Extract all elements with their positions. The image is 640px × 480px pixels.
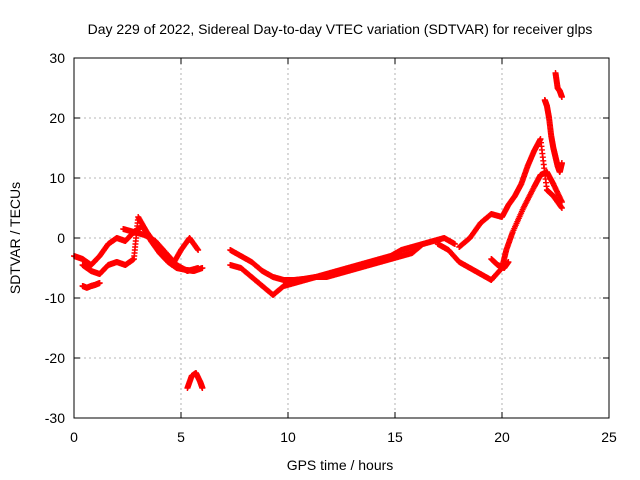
x-tick-label: 0 bbox=[70, 429, 78, 445]
y-tick-label: -10 bbox=[45, 290, 65, 306]
series-track-l bbox=[552, 70, 565, 100]
y-tick-label: -20 bbox=[45, 350, 65, 366]
series-track-d bbox=[120, 226, 202, 274]
x-tick-label: 15 bbox=[387, 429, 403, 445]
x-tick-label: 5 bbox=[177, 429, 185, 445]
plot-frame bbox=[73, 57, 610, 419]
chart-title: Day 229 of 2022, Sidereal Day-to-day VTE… bbox=[88, 21, 593, 37]
data-point bbox=[505, 259, 512, 265]
series-track-j bbox=[488, 256, 512, 271]
y-axis-label: SDTVAR / TECUs bbox=[7, 182, 23, 294]
series-track-i bbox=[456, 136, 565, 250]
grid-layer bbox=[74, 58, 609, 418]
series-track-g bbox=[227, 241, 426, 298]
data-point bbox=[96, 280, 103, 286]
data-point bbox=[558, 94, 565, 100]
series-track-e bbox=[184, 370, 206, 391]
y-tick-label: 10 bbox=[49, 170, 65, 186]
x-tick-label: 20 bbox=[494, 429, 510, 445]
data-point bbox=[195, 265, 202, 271]
x-tick-label: 25 bbox=[601, 429, 617, 445]
data-point bbox=[419, 241, 426, 247]
data-point bbox=[195, 247, 202, 253]
series-track-k bbox=[541, 97, 565, 175]
data-point bbox=[199, 385, 206, 391]
y-tick-label: 0 bbox=[57, 230, 65, 246]
y-tick-label: 20 bbox=[49, 110, 65, 126]
series-track-c bbox=[79, 280, 103, 291]
points-layer bbox=[71, 70, 565, 391]
data-point bbox=[451, 241, 458, 247]
y-tick-label: 30 bbox=[49, 50, 65, 66]
x-axis-label: GPS time / hours bbox=[287, 457, 394, 473]
x-tick-label: 10 bbox=[280, 429, 296, 445]
y-tick-label: -30 bbox=[45, 410, 65, 426]
data-point bbox=[558, 160, 565, 166]
data-point bbox=[558, 205, 565, 211]
